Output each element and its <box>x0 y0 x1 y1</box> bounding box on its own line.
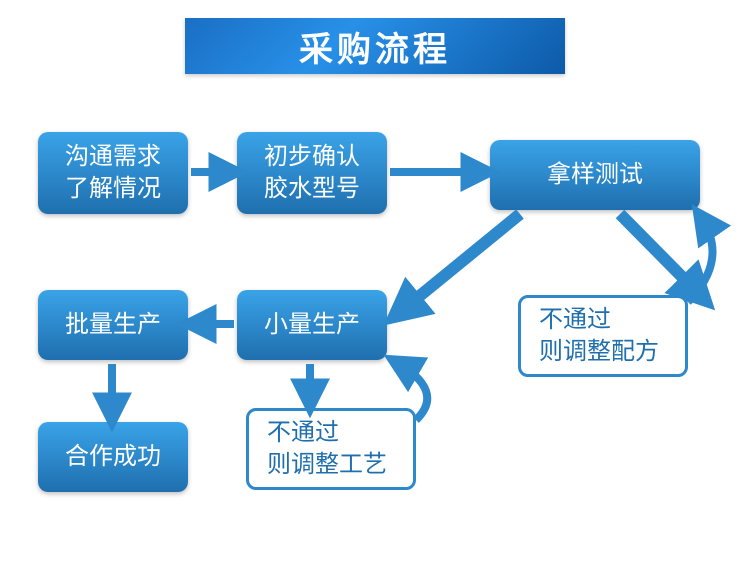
node-line1: 批量生产 <box>65 309 161 341</box>
node-line2: 了解情况 <box>65 173 161 205</box>
node-line2: 胶水型号 <box>264 173 360 205</box>
node-line1: 合作成功 <box>65 441 161 473</box>
title-text: 采购流程 <box>299 22 451 71</box>
node-line2: 则调整配方 <box>539 336 659 368</box>
arrow-a3 <box>620 214 700 295</box>
title-banner: 采购流程 <box>185 18 565 74</box>
flow-node-n3: 拿样测试 <box>490 140 700 210</box>
flow-node-n5: 小量生产 <box>237 290 387 360</box>
node-line1: 沟通需求 <box>65 141 161 173</box>
flow-node-n8: 不通过则调整工艺 <box>246 408 416 490</box>
flow-node-n7: 合作成功 <box>38 422 188 492</box>
node-line1: 不通过 <box>539 304 611 336</box>
arrow-a5 <box>400 214 520 312</box>
flow-node-n1: 沟通需求了解情况 <box>38 132 188 214</box>
node-line1: 小量生产 <box>264 309 360 341</box>
node-line1: 不通过 <box>267 417 339 449</box>
node-line1: 拿样测试 <box>547 159 643 191</box>
flow-node-n6: 批量生产 <box>38 290 188 360</box>
node-line2: 则调整工艺 <box>267 449 387 481</box>
flow-node-n4: 不通过则调整配方 <box>518 295 688 377</box>
flow-node-n2: 初步确认胶水型号 <box>237 132 387 214</box>
arrow-a4 <box>688 216 713 302</box>
node-line1: 初步确认 <box>264 141 360 173</box>
